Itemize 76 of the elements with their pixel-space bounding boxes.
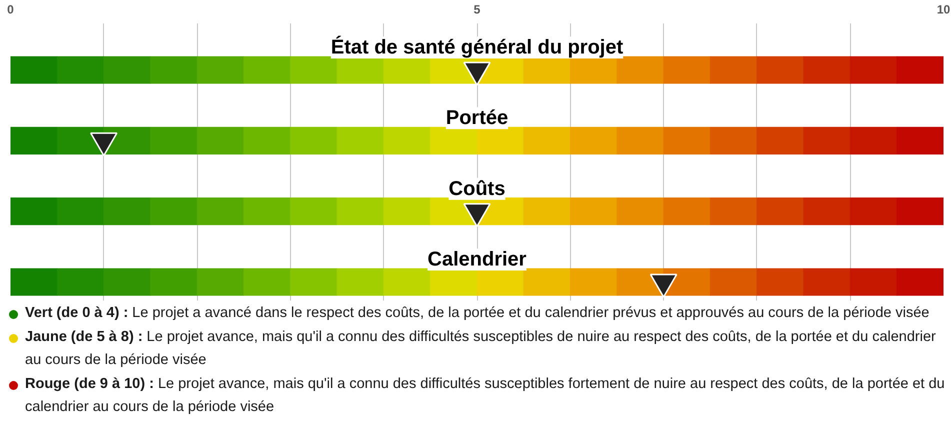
bar [803, 268, 850, 296]
bar [476, 126, 524, 154]
bar [756, 198, 804, 226]
bar [10, 126, 58, 154]
bar [196, 198, 244, 226]
bar [803, 198, 850, 226]
bar [150, 56, 198, 84]
bar [196, 268, 244, 296]
bar [56, 268, 104, 296]
y-tick-label: Calendrier [428, 248, 527, 270]
bar [243, 268, 291, 296]
x-tick-label: 10 [936, 2, 950, 16]
x-tick-label: 5 [474, 2, 481, 16]
bar [290, 126, 338, 154]
bar [803, 56, 850, 84]
bar [523, 268, 571, 296]
bar [56, 198, 104, 226]
bar [663, 126, 711, 154]
bar [104, 268, 151, 296]
bar [10, 268, 58, 296]
y-tick-label: Portée [446, 107, 508, 130]
bar [383, 268, 431, 296]
text: Jaune (de 5 à 8) : Le projet avance, mais qu'il a connu des difficultés susceptibles de nuire au respect des coûts, de la portée et du calendrier au cours de la période visée [25, 328, 937, 370]
bar [196, 56, 244, 84]
bar [850, 56, 898, 84]
bar [104, 56, 151, 84]
bar [616, 126, 664, 154]
bar [523, 126, 571, 154]
bar [383, 126, 431, 154]
bar [896, 126, 944, 154]
bar [104, 198, 151, 226]
bar [336, 198, 384, 226]
bar [850, 268, 898, 296]
text: Vert (de 0 à 4) : Le projet a avancé dans le respect des coûts, de la portée et du calendrier prévus et approuvés au cours de la période visée [25, 304, 930, 323]
bar [850, 198, 898, 226]
bar [336, 126, 384, 154]
bar [896, 268, 944, 296]
text: Rouge (de 9 à 10) : Le projet avance, mais qu'il a connu des difficultés susceptibles fortement de nuire au respect des coûts, de la portée et du calendrier au cours de la période visée [25, 374, 945, 417]
bar [196, 126, 244, 154]
bar [570, 198, 618, 226]
bar [710, 198, 758, 226]
bar [803, 126, 850, 154]
bar [756, 126, 804, 154]
bar [756, 56, 804, 84]
bar [150, 268, 198, 296]
bar [896, 198, 944, 226]
bar [10, 198, 58, 226]
bar [383, 198, 431, 226]
bar [756, 268, 804, 296]
bar [523, 198, 571, 226]
bar [710, 126, 758, 154]
bar [150, 126, 198, 154]
bar [850, 126, 898, 154]
x-tick-label: 0 [7, 2, 14, 16]
bar [290, 56, 338, 84]
bar [896, 56, 944, 84]
bar [243, 126, 291, 154]
bar [243, 56, 291, 84]
bar [710, 56, 758, 84]
bar [710, 268, 758, 296]
bar [663, 56, 711, 84]
bar [243, 198, 291, 226]
bar [10, 56, 58, 84]
bar [290, 198, 338, 226]
bar [290, 268, 338, 296]
bar [616, 56, 664, 84]
y-tick-label: État de santé général du projet [330, 36, 624, 58]
bar [570, 268, 618, 296]
bar [150, 198, 198, 226]
bar [336, 268, 384, 296]
bar [663, 198, 711, 226]
bar [56, 56, 104, 84]
bar [430, 126, 478, 154]
bar [570, 126, 618, 154]
y-tick-label: Coûts [448, 178, 506, 200]
bar [616, 198, 664, 226]
